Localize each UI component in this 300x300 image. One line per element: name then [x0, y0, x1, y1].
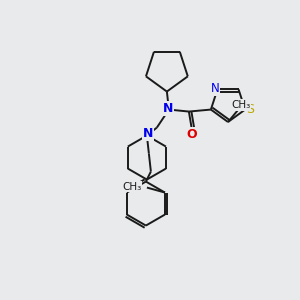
Text: CH₃: CH₃: [123, 182, 142, 192]
Text: N: N: [163, 102, 173, 115]
Text: O: O: [187, 128, 197, 141]
Text: S: S: [246, 103, 254, 116]
Text: N: N: [143, 127, 153, 140]
Text: N: N: [211, 82, 220, 95]
Text: CH₃: CH₃: [231, 100, 250, 110]
